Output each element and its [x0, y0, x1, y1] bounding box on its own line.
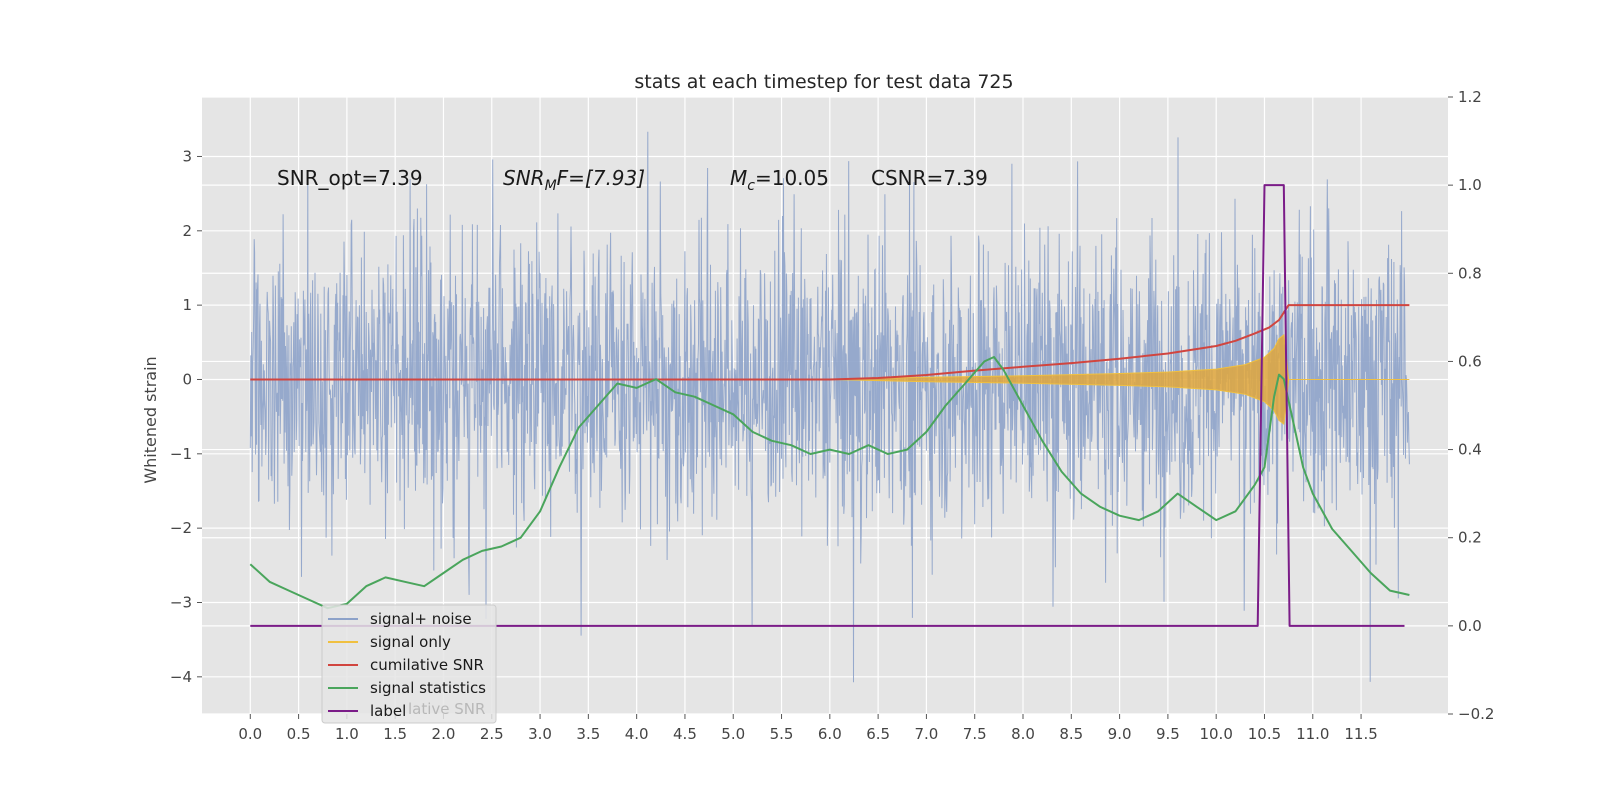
legend-label: cumilative SNR — [370, 656, 484, 674]
chart-title: stats at each timestep for test data 725 — [634, 71, 1013, 93]
y2-tick-label: 0.8 — [1458, 264, 1482, 282]
y-tick-label: 1 — [182, 296, 192, 314]
x-tick-label: 5.0 — [721, 725, 745, 743]
x-tick-label: 9.5 — [1156, 725, 1180, 743]
y-tick-label: −4 — [170, 668, 192, 686]
y2-tick-label: 0.6 — [1458, 352, 1482, 370]
x-tick-label: 11.5 — [1344, 725, 1377, 743]
y2-axis-ticks: 1.2 1.0 0.8 0.6 0.4 0.2 0.0 −0.2 — [1448, 88, 1494, 723]
x-tick-label: 8.5 — [1059, 725, 1083, 743]
y2-tick-label: 1.0 — [1458, 176, 1482, 194]
legend-label: signal+ noise — [370, 610, 472, 628]
legend: lative SNR signal+ noise signal only cumil… — [321, 604, 497, 724]
x-tick-label: 7.0 — [914, 725, 938, 743]
y2-tick-label: −0.2 — [1458, 705, 1494, 723]
line-label — [250, 184, 1405, 627]
y-tick-label: −1 — [170, 445, 192, 463]
y-tick-label: −3 — [170, 593, 192, 611]
legend-ghost-text: lative SNR — [408, 700, 485, 718]
x-tick-label: 6.0 — [818, 725, 842, 743]
annotation-csnr: CSNR=7.39 — [871, 166, 988, 190]
x-tick-label: 2.0 — [432, 725, 456, 743]
series-signal-only — [829, 333, 1410, 426]
x-tick-label: 3.5 — [576, 725, 600, 743]
legend-label: label — [370, 702, 406, 720]
x-axis-ticks: 0.0 0.5 1.0 1.5 2.0 2.5 3.0 3.5 4.0 4.5 5.0 5.5 6.0 6… — [238, 714, 1378, 743]
line-signal-statistics — [249, 356, 1410, 610]
x-tick-label: 7.5 — [963, 725, 987, 743]
y-tick-label: −2 — [170, 519, 192, 537]
annotation-snr-opt: SNR_opt=7.39 — [277, 166, 423, 190]
x-tick-label: 4.5 — [673, 725, 697, 743]
annotation-snr-mf: SNRMF=[7.93] — [503, 166, 645, 194]
x-tick-label: 0.5 — [287, 725, 311, 743]
y-tick-label: 0 — [182, 370, 192, 388]
legend-label: signal statistics — [370, 679, 486, 697]
x-tick-label: 1.0 — [335, 725, 359, 743]
legend-label: signal only — [370, 633, 451, 651]
x-tick-label: 10.5 — [1248, 725, 1281, 743]
y2-tick-label: 1.2 — [1458, 88, 1482, 106]
y-axis-label: Whitened strain — [141, 356, 160, 483]
x-tick-label: 0.0 — [238, 725, 262, 743]
x-tick-label: 6.5 — [866, 725, 890, 743]
x-tick-label: 11.0 — [1296, 725, 1329, 743]
y-tick-label: 3 — [182, 147, 192, 165]
x-tick-label: 5.5 — [770, 725, 794, 743]
y2-tick-label: 0.0 — [1458, 617, 1482, 635]
x-tick-label: 2.5 — [480, 725, 504, 743]
legend-box — [321, 604, 497, 724]
y2-tick-label: 0.4 — [1458, 441, 1482, 459]
x-tick-label: 1.5 — [383, 725, 407, 743]
x-tick-label: 4.0 — [625, 725, 649, 743]
series-lines — [249, 184, 1410, 627]
x-tick-label: 3.0 — [528, 725, 552, 743]
line-cumilative-snr — [250, 304, 1410, 381]
y-tick-label: 2 — [182, 222, 192, 240]
x-tick-label: 10.0 — [1199, 725, 1232, 743]
y-axis-ticks: 3 2 1 0 −1 −2 −3 −4 — [170, 147, 202, 686]
x-tick-label: 9.0 — [1108, 725, 1132, 743]
y2-tick-label: 0.2 — [1458, 529, 1482, 547]
x-tick-label: 8.0 — [1011, 725, 1035, 743]
annotation-mc: Mc=10.05 — [730, 166, 829, 194]
